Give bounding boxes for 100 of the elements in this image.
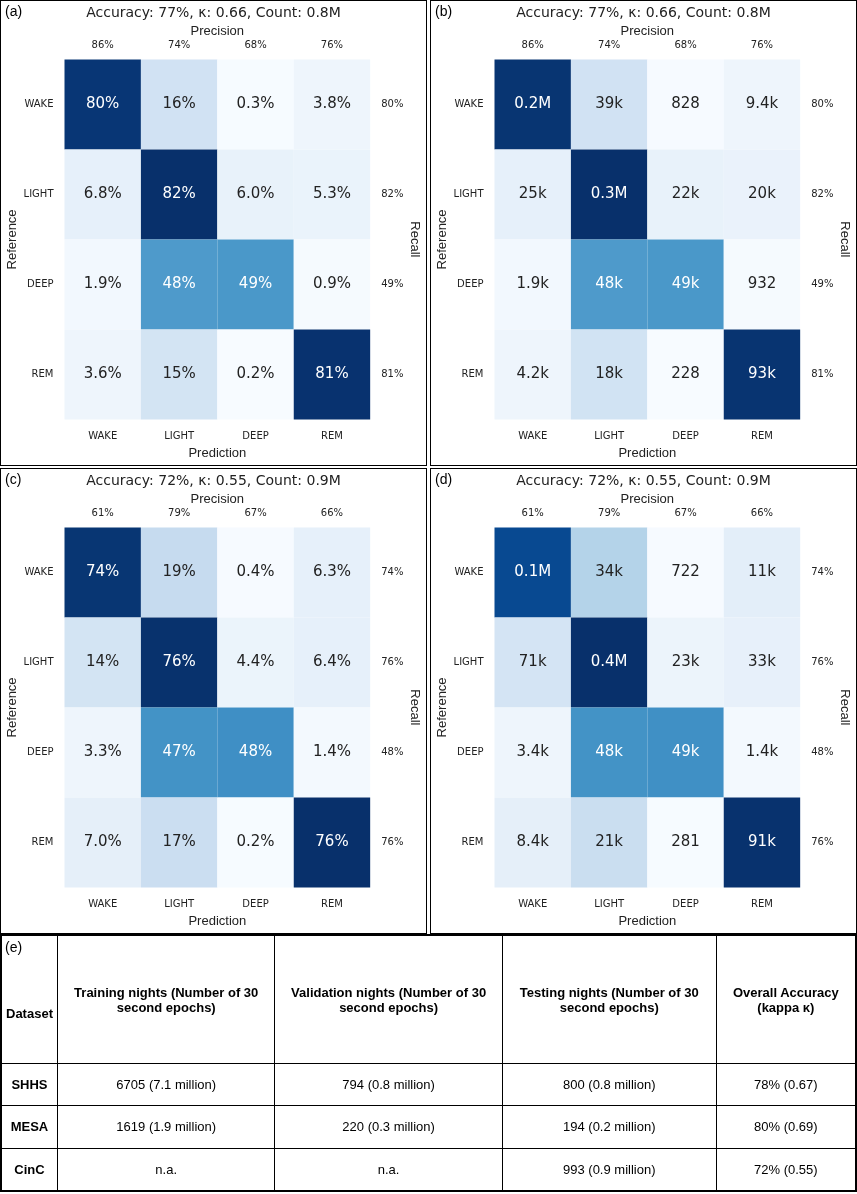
- x-axis-title: Prediction: [188, 912, 247, 928]
- data-label: 17%: [162, 832, 196, 851]
- text: 76%: [750, 38, 774, 50]
- x-tick-label: WAKE: [88, 897, 118, 909]
- text: Validation nights (Number of 30 second epochs): [274, 935, 503, 1064]
- x-tick-label: WAKE: [88, 429, 118, 441]
- text: 74%: [168, 38, 191, 50]
- text: 1619 (1.9 million): [57, 1105, 275, 1149]
- y2-axis-title: Recall: [407, 689, 423, 726]
- data-label: 11k: [748, 562, 777, 581]
- data-label: 8.4k: [516, 832, 550, 851]
- y-tick-label: DEEP: [27, 745, 54, 757]
- data-label: 932: [747, 274, 777, 293]
- data-label: 0.1M: [514, 562, 552, 581]
- text: SHHS: [1, 1063, 58, 1106]
- text: 79%: [168, 506, 191, 518]
- data-label: 19%: [162, 562, 196, 581]
- text: 68%: [674, 38, 697, 50]
- text: 67%: [674, 506, 697, 518]
- x-tick-label: DEEP: [242, 897, 269, 909]
- data-label: 81%: [315, 364, 349, 383]
- data-label: 22k: [671, 184, 700, 203]
- x2-axis-title: Precision: [620, 23, 675, 39]
- text: 194 (0.2 million): [502, 1105, 717, 1149]
- data-label: 74%: [86, 562, 120, 581]
- data-label: 48k: [595, 274, 624, 293]
- y2-tick-label: 76%: [811, 835, 834, 847]
- text: 76%: [320, 38, 344, 50]
- data-label: 34k: [595, 562, 624, 581]
- text: Dataset: [6, 1006, 53, 1021]
- data-label: 23k: [671, 652, 700, 671]
- data-label: 0.4%: [236, 562, 275, 581]
- text: (d): [435, 471, 453, 487]
- text: (a): [5, 3, 23, 19]
- data-label: 0.9%: [312, 274, 352, 293]
- data-label: 0.2%: [236, 364, 275, 383]
- data-label: 82%: [162, 184, 196, 203]
- text: n.a.: [274, 1148, 503, 1191]
- data-label: 4.2k: [516, 364, 550, 383]
- text: 993 (0.9 million): [502, 1148, 717, 1191]
- data-label: 0.4M: [590, 652, 628, 671]
- y-tick-label: LIGHT: [23, 187, 55, 199]
- data-label: 3.3%: [83, 742, 122, 761]
- text: Overall Accuracy (kappa κ): [716, 935, 856, 1064]
- y2-tick-label: 76%: [381, 655, 404, 667]
- y2-tick-label: 74%: [381, 565, 404, 577]
- x-tick-label: DEEP: [672, 429, 699, 441]
- data-label: 76%: [162, 652, 196, 671]
- x-tick-label: DEEP: [672, 897, 699, 909]
- y-tick-label: WAKE: [24, 97, 54, 109]
- text: CinC: [1, 1148, 58, 1191]
- data-label: 71k: [518, 652, 547, 671]
- y2-tick-label: 48%: [811, 745, 834, 757]
- data-label: 49k: [671, 274, 700, 293]
- data-label: 281: [671, 832, 700, 851]
- x-tick-label: REM: [751, 429, 773, 441]
- text: 61%: [91, 506, 114, 518]
- y2-axis-title: Recall: [407, 221, 423, 258]
- data-label: 6.8%: [83, 184, 122, 203]
- x-tick-label: REM: [321, 897, 343, 909]
- text: (c): [5, 471, 22, 487]
- x-tick-label: WAKE: [518, 897, 548, 909]
- y2-tick-label: 74%: [811, 565, 834, 577]
- y-axis-title: Reference: [434, 677, 450, 738]
- data-label: 6.0%: [236, 184, 275, 203]
- x-axis-title: Prediction: [618, 912, 677, 928]
- y-tick-label: LIGHT: [23, 655, 55, 667]
- data-label: 6.4%: [312, 652, 352, 671]
- data-label: 18k: [595, 364, 624, 383]
- y-tick-label: LIGHT: [453, 187, 485, 199]
- x-tick-label: DEEP: [242, 429, 269, 441]
- x-tick-label: LIGHT: [594, 897, 625, 909]
- data-label: 91k: [748, 832, 777, 851]
- y-tick-label: LIGHT: [453, 655, 485, 667]
- y2-axis-title: Recall: [837, 689, 853, 726]
- data-label: 93k: [748, 364, 777, 383]
- x2-axis-title: Precision: [190, 23, 245, 39]
- data-label: 5.3%: [312, 184, 352, 203]
- y2-tick-label: 76%: [811, 655, 834, 667]
- y2-tick-label: 81%: [811, 367, 834, 379]
- chart-title: Accuracy: 72%, κ: 0.55, Count: 0.9M: [86, 472, 341, 489]
- y2-tick-label: 82%: [811, 187, 834, 199]
- data-label: 3.6%: [83, 364, 122, 383]
- x-tick-label: LIGHT: [164, 429, 195, 441]
- x-tick-label: REM: [751, 897, 773, 909]
- text: 61%: [521, 506, 544, 518]
- data-label: 80%: [86, 94, 120, 113]
- y2-tick-label: 49%: [811, 277, 834, 289]
- y-tick-label: DEEP: [27, 277, 54, 289]
- text: 66%: [320, 506, 344, 518]
- data-label: 48%: [162, 274, 196, 293]
- data-label: 9.4k: [745, 94, 779, 113]
- y2-tick-label: 80%: [811, 97, 834, 109]
- y-axis-title: Reference: [434, 209, 450, 270]
- data-label: 6.3%: [312, 562, 352, 581]
- data-label: 7.0%: [83, 832, 122, 851]
- data-label: 3.8%: [312, 94, 352, 113]
- text: (b): [435, 3, 453, 19]
- text: n.a.: [57, 1148, 275, 1191]
- text: 78% (0.67): [716, 1063, 856, 1106]
